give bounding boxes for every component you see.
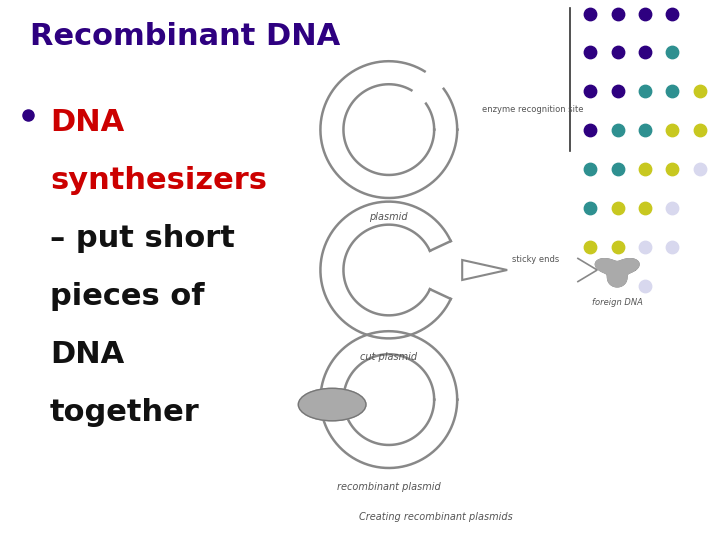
Point — [639, 126, 651, 134]
Point — [694, 165, 706, 173]
Text: cut plasmid: cut plasmid — [360, 353, 418, 362]
Point — [585, 126, 596, 134]
Point — [639, 48, 651, 57]
Text: synthesizers: synthesizers — [50, 166, 267, 195]
Point — [667, 126, 678, 134]
Text: Recombinant DNA: Recombinant DNA — [30, 22, 341, 51]
Point — [667, 9, 678, 18]
Point — [694, 87, 706, 96]
Point — [585, 242, 596, 251]
Point — [612, 87, 624, 96]
Point — [639, 87, 651, 96]
Point — [639, 281, 651, 290]
Text: recombinant plasmid: recombinant plasmid — [337, 482, 441, 492]
Point — [612, 165, 624, 173]
Point — [612, 242, 624, 251]
Text: together: together — [50, 398, 199, 427]
Text: enzyme recognition site: enzyme recognition site — [482, 105, 584, 114]
Polygon shape — [595, 259, 639, 287]
Point — [667, 204, 678, 212]
Ellipse shape — [298, 388, 366, 421]
Text: pieces of: pieces of — [50, 282, 204, 311]
Text: Creating recombinant plasmids: Creating recombinant plasmids — [359, 512, 513, 522]
Point — [585, 87, 596, 96]
Point — [667, 165, 678, 173]
Point — [639, 242, 651, 251]
Point — [639, 165, 651, 173]
Point — [585, 165, 596, 173]
Point — [585, 9, 596, 18]
Point — [585, 48, 596, 57]
Text: plasmid: plasmid — [369, 212, 408, 222]
Point — [667, 48, 678, 57]
Point — [612, 9, 624, 18]
Text: foreign DNA: foreign DNA — [592, 298, 643, 307]
Point — [612, 126, 624, 134]
Point — [612, 204, 624, 212]
Text: – put short: – put short — [50, 224, 235, 253]
Point — [639, 204, 651, 212]
Point — [612, 48, 624, 57]
Text: DNA: DNA — [50, 340, 125, 369]
Point — [694, 126, 706, 134]
Point — [585, 204, 596, 212]
Text: sticky ends: sticky ends — [512, 255, 559, 265]
Point — [667, 87, 678, 96]
Text: DNA: DNA — [50, 108, 125, 137]
Point — [667, 242, 678, 251]
Point — [639, 9, 651, 18]
